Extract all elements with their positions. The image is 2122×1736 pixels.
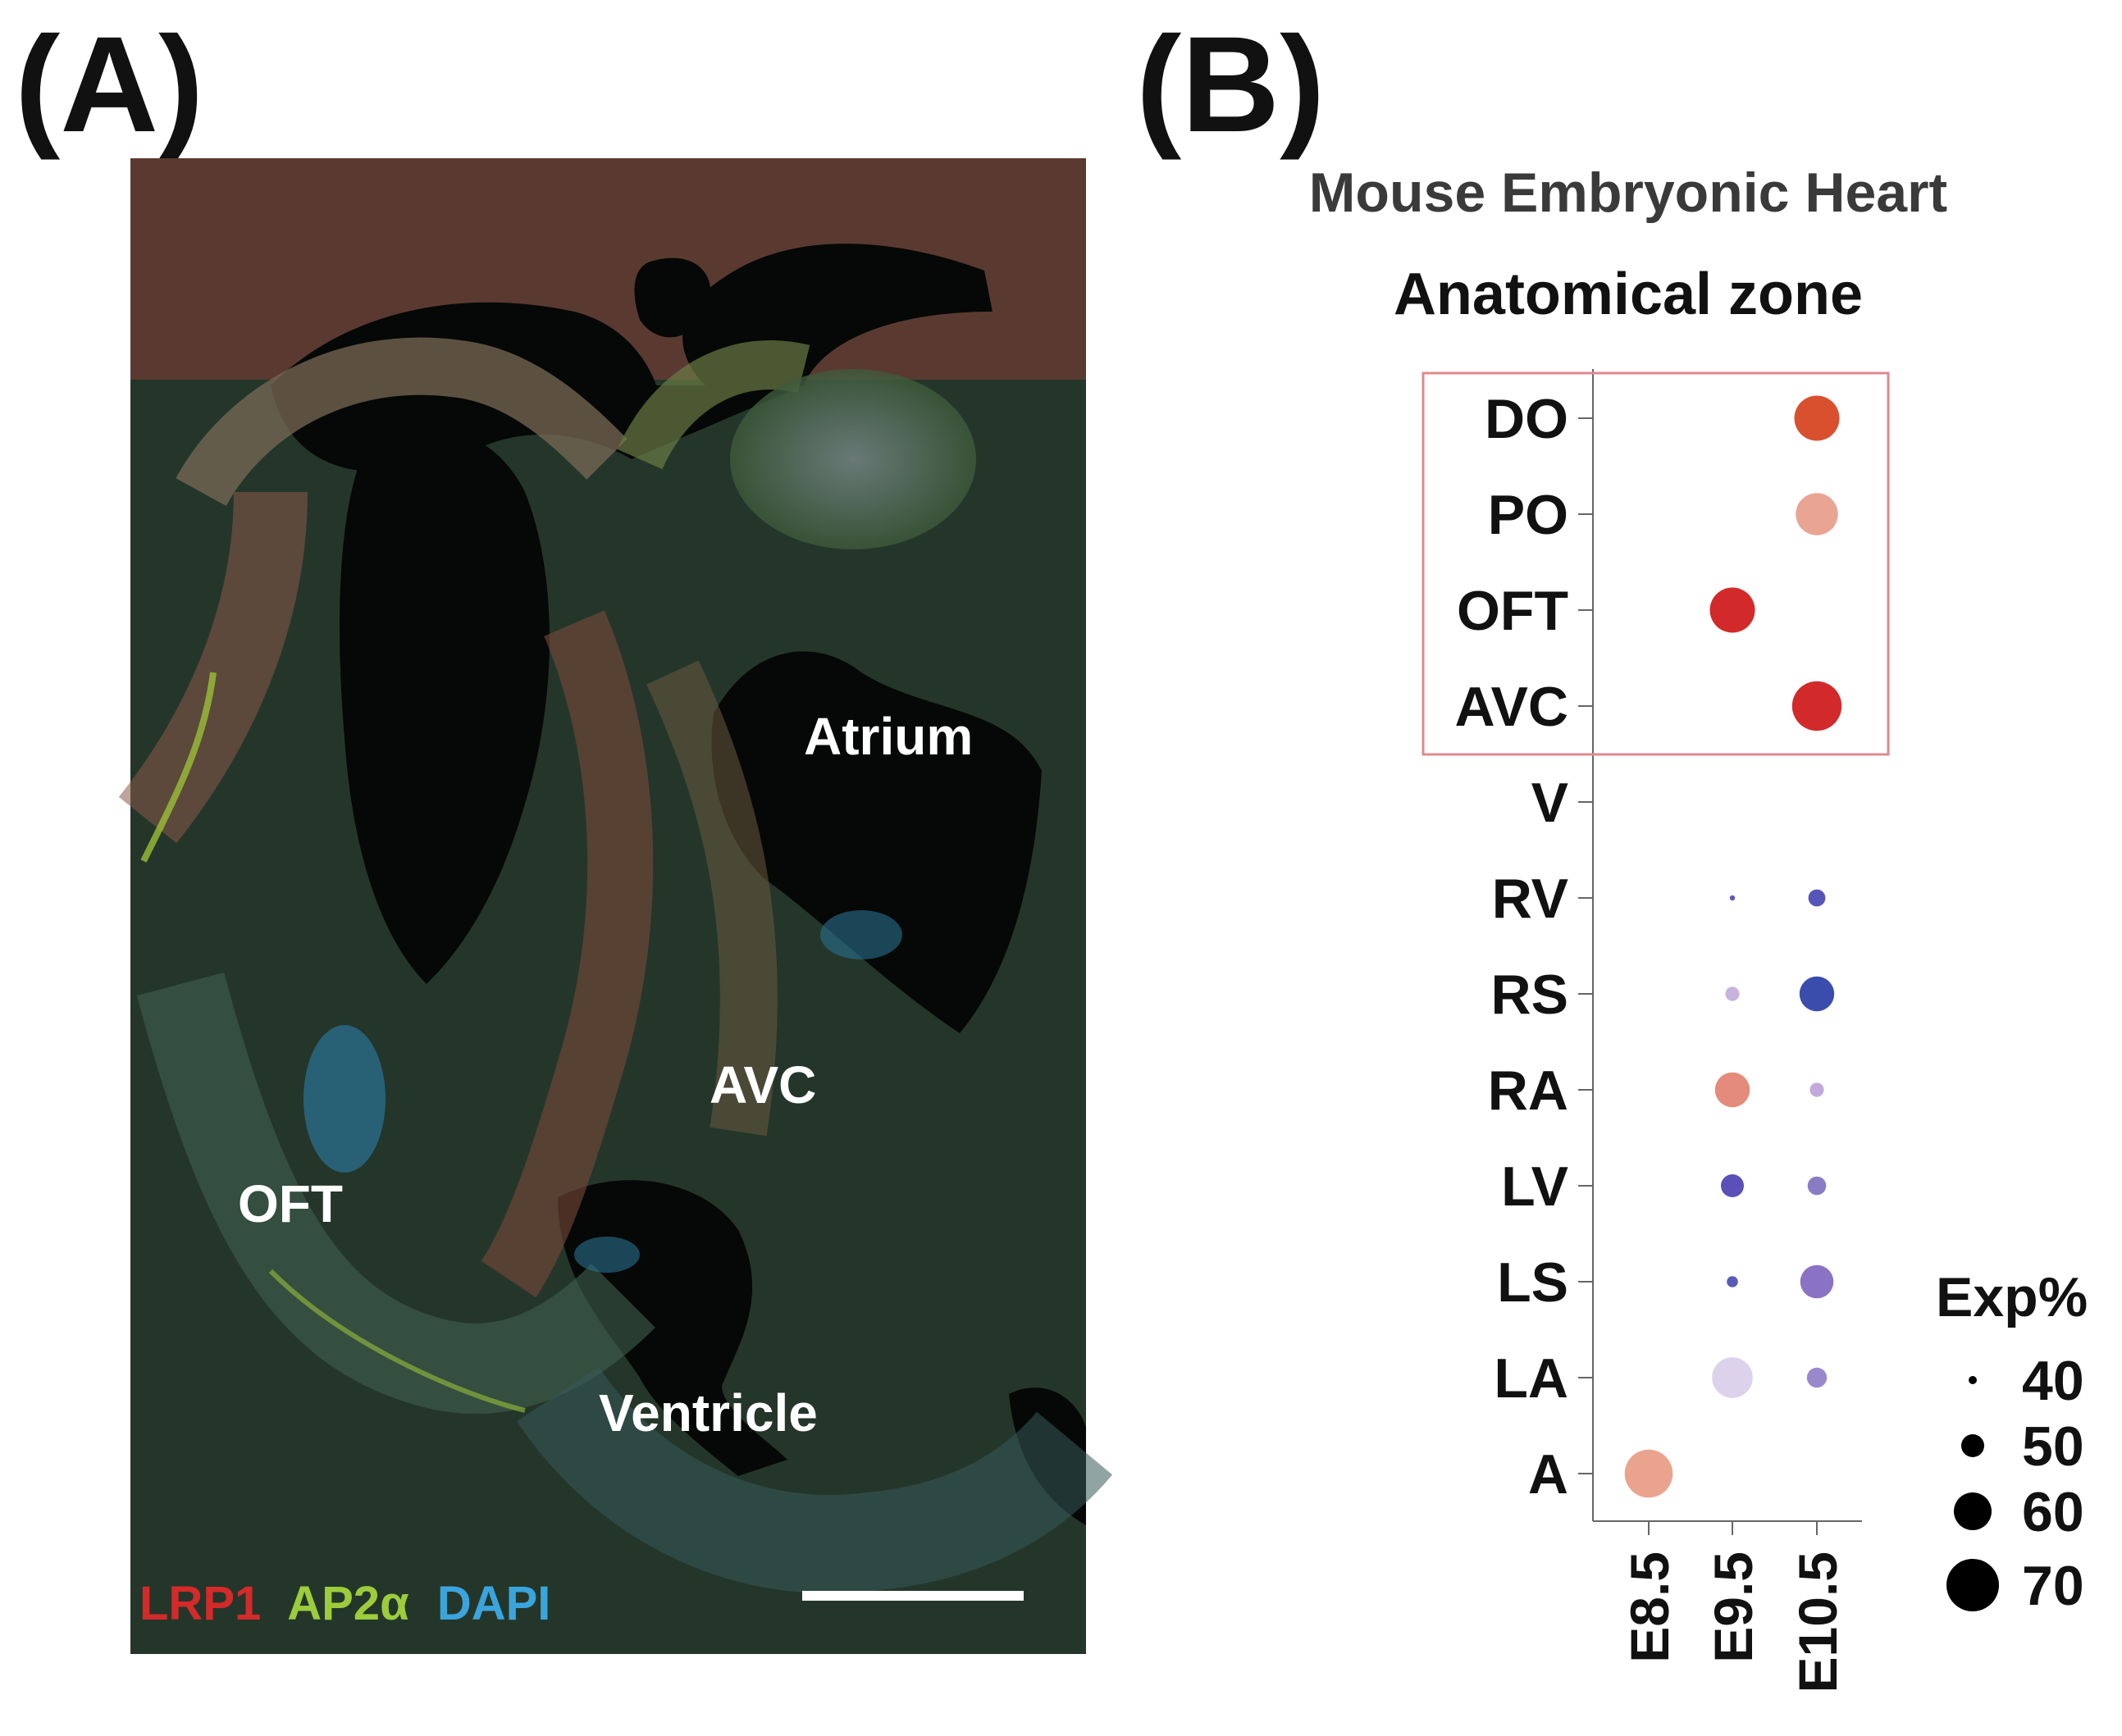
- channel-lrp1: LRP1: [139, 1577, 261, 1630]
- panel-b-label: (B): [1136, 9, 1325, 161]
- y-tick-label-do: DO: [1485, 388, 1568, 450]
- x-tick-label-e9-5: E9.5: [1703, 1551, 1764, 1663]
- legend-title: Exp%: [1936, 1266, 2088, 1328]
- dot-rv-e9-5: [1729, 895, 1736, 901]
- y-tick-label-po: PO: [1488, 484, 1568, 546]
- channel-ap2a: AP2α: [287, 1577, 409, 1630]
- region-label-avc: AVC: [710, 1055, 816, 1114]
- scale-bar: [802, 1591, 1024, 1601]
- legend-label-70: 70: [2022, 1555, 2084, 1617]
- chart-subtitle: Anatomical zone: [1394, 262, 1863, 327]
- legend-dot-60: [1954, 1492, 1992, 1530]
- y-tick-label-oft: OFT: [1457, 580, 1568, 642]
- y-tick-label-ra: RA: [1488, 1059, 1568, 1122]
- region-label-ventricle: Ventricle: [599, 1383, 818, 1442]
- dot-la-e9-5: [1712, 1357, 1753, 1398]
- dot-oft-e9-5: [1709, 587, 1755, 633]
- dot-po-e10-5: [1796, 493, 1838, 535]
- legend-label-50: 50: [2022, 1415, 2084, 1478]
- highlight-box: [1422, 371, 1890, 756]
- x-tick-label-e10-5: E10.5: [1787, 1551, 1848, 1693]
- dot-la-e10-5: [1806, 1367, 1828, 1388]
- dot-rs-e9-5: [1725, 986, 1740, 1001]
- y-tick-label-ls: LS: [1497, 1251, 1568, 1314]
- dot-rs-e10-5: [1799, 976, 1835, 1012]
- chart-title: Mouse Embryonic Heart: [1309, 162, 1947, 224]
- legend-dot-70: [1946, 1559, 1999, 1611]
- region-label-oft: OFT: [238, 1174, 343, 1233]
- y-tick-label-lv: LV: [1501, 1155, 1568, 1218]
- y-tick-label-la: LA: [1494, 1347, 1568, 1410]
- y-tick-label-a: A: [1528, 1443, 1568, 1506]
- dot-ls-e9-5: [1727, 1276, 1738, 1287]
- dot-rv-e10-5: [1808, 889, 1826, 907]
- y-tick-label-v: V: [1531, 772, 1568, 834]
- legend-label-40: 40: [2022, 1350, 2084, 1412]
- dot-lv-e9-5: [1721, 1174, 1744, 1197]
- dot-avc-e10-5: [1791, 681, 1842, 731]
- x-tick-label-e8-5: E8.5: [1619, 1551, 1680, 1663]
- channel-dapi: DAPI: [437, 1577, 551, 1630]
- y-tick-label-rv: RV: [1492, 868, 1568, 930]
- panel-a-label: (A): [15, 9, 203, 161]
- channel-legend: LRP1 AP2α DAPI: [139, 1577, 550, 1630]
- legend-dot-40: [1969, 1376, 1977, 1384]
- y-tick-label-avc: AVC: [1454, 676, 1568, 738]
- dot-lv-e10-5: [1807, 1176, 1827, 1196]
- dot-plot: DO PO OFT AVC V RV RS RA LV LS LA A E8.5 E9.5 E10.5: [1422, 369, 1890, 1693]
- dot-do-e10-5: [1794, 395, 1840, 441]
- legend-label-60: 60: [2022, 1481, 2084, 1543]
- micrograph: Atrium AVC OFT Ventricle LRP1 AP2α DAPI: [118, 158, 1113, 1654]
- legend-dot-50: [1961, 1434, 1984, 1457]
- dot-a-e8-5: [1624, 1449, 1673, 1498]
- region-label-atrium: Atrium: [804, 707, 973, 766]
- dot-ra-e9-5: [1714, 1072, 1750, 1108]
- dot-ls-e10-5: [1800, 1264, 1834, 1299]
- y-tick-label-rs: RS: [1491, 964, 1568, 1026]
- dot-ra-e10-5: [1809, 1082, 1824, 1097]
